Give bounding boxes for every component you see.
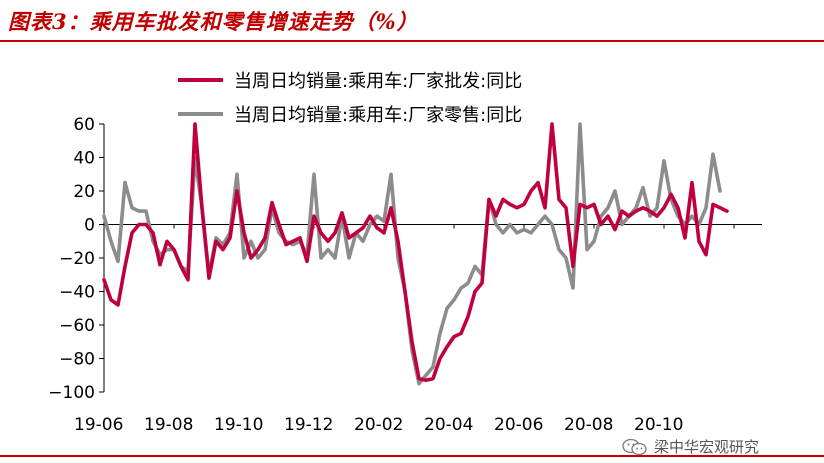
legend-label-1: 当周日均销量:乘用车:厂家批发:同比 bbox=[234, 71, 522, 92]
legend-label-2: 当周日均销量:乘用车:厂家零售:同比 bbox=[234, 105, 522, 126]
x-tick-label: 20-08 bbox=[564, 415, 613, 435]
x-tick-label: 20-06 bbox=[494, 415, 543, 435]
chart-title: 图表3：乘用车批发和零售增速走势（%） bbox=[8, 9, 419, 34]
x-tick-label: 19-10 bbox=[214, 415, 263, 435]
y-tick-label: −20 bbox=[59, 249, 95, 269]
bottom-divider bbox=[0, 455, 824, 457]
x-tick-label: 20-10 bbox=[634, 415, 683, 435]
y-tick-label: −40 bbox=[59, 283, 95, 303]
watermark-text: 梁中华宏观研究 bbox=[654, 438, 760, 456]
title-divider bbox=[0, 40, 824, 42]
series-line-1 bbox=[102, 122, 729, 383]
x-tick-label: 19-06 bbox=[74, 415, 123, 435]
y-tick-label: 0 bbox=[84, 216, 95, 236]
y-tick-label: −80 bbox=[59, 350, 95, 370]
x-tick-label: 19-12 bbox=[284, 415, 333, 435]
x-tick-label: 19-08 bbox=[144, 415, 193, 435]
y-tick-label: 60 bbox=[73, 115, 95, 135]
x-tick-label: 20-02 bbox=[354, 415, 403, 435]
y-tick-label: 40 bbox=[73, 149, 95, 169]
y-tick-label: −100 bbox=[48, 383, 95, 403]
y-tick-label: −60 bbox=[59, 316, 95, 336]
source-watermark: 梁中华宏观研究 bbox=[622, 436, 759, 457]
x-tick-label: 20-04 bbox=[424, 415, 473, 435]
y-tick-label: 20 bbox=[73, 182, 95, 202]
wechat-icon bbox=[622, 438, 647, 455]
